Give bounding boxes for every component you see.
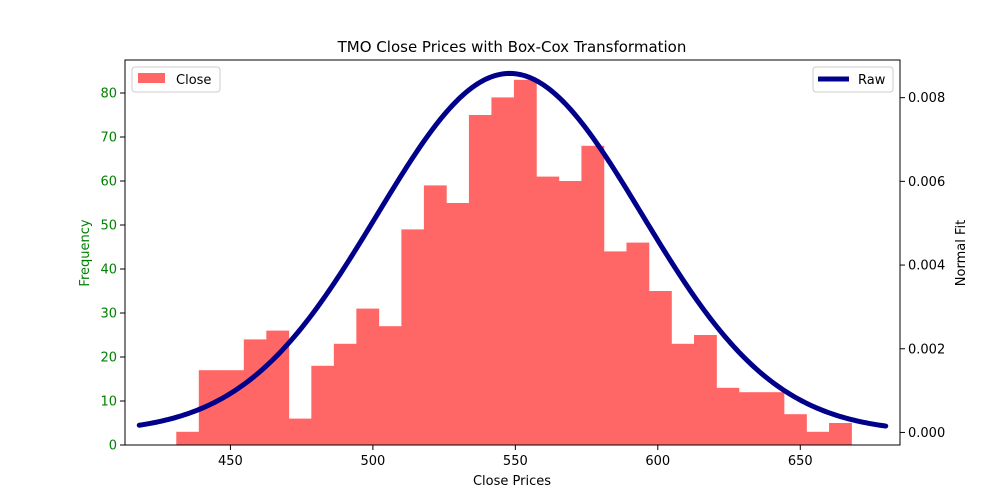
x-tick-label: 600	[645, 454, 670, 469]
y-right-tick-label: 0.002	[908, 342, 945, 357]
histogram-bar	[198, 370, 222, 445]
plot-frame	[124, 59, 901, 446]
y-axis-label-right: Normal Fit	[954, 220, 969, 286]
x-tick-label: 500	[360, 454, 385, 469]
y-right-tick-label: 0.006	[908, 175, 945, 190]
histogram-bar	[739, 392, 762, 445]
legend-close-swatch	[138, 73, 165, 83]
y-right-tick-label: 0.000	[908, 426, 945, 441]
histogram-bar	[288, 418, 312, 445]
histogram-bar	[671, 343, 695, 445]
histogram-bar	[221, 370, 245, 445]
y-right-tick-label: 0.008	[908, 91, 945, 106]
histogram-bar	[176, 431, 200, 445]
y-left-tick-label: 70	[100, 131, 117, 146]
histogram-bar	[468, 115, 492, 445]
normal-fit-line	[136, 70, 889, 429]
y-axis-label-left: Frequency	[78, 219, 93, 286]
y-left-tick-label: 60	[100, 175, 117, 190]
legend-close-label: Close	[176, 73, 211, 88]
histogram-bar	[311, 365, 335, 445]
histogram-bar	[356, 308, 380, 445]
histogram-bar	[716, 387, 740, 445]
legend-close: Close	[131, 66, 221, 93]
y-left-tick-label: 30	[100, 307, 117, 322]
histogram-bar	[784, 414, 807, 445]
legend-raw-label: Raw	[858, 73, 886, 88]
histogram-bar	[694, 335, 717, 445]
y-left-tick-label: 50	[100, 219, 117, 234]
histogram-bar	[761, 392, 785, 445]
histogram-bar	[603, 251, 627, 445]
histogram-bar	[558, 181, 582, 445]
histogram-bar	[806, 431, 830, 445]
y-left-tick-label: 0	[109, 439, 117, 454]
x-tick-label: 550	[503, 454, 528, 469]
y-left-tick-label: 40	[100, 263, 117, 278]
histogram-bar	[491, 97, 515, 446]
histogram-bar	[401, 229, 425, 445]
x-tick-label: 650	[788, 454, 813, 469]
y-right-tick-label: 0.004	[908, 259, 945, 274]
y-left-tick-label: 20	[100, 351, 117, 366]
histogram-bar	[423, 185, 447, 445]
chart-title: TMO Close Prices with Box-Cox Transforma…	[337, 38, 687, 56]
y-left-tick-label: 80	[100, 87, 117, 102]
histogram-bar	[446, 203, 470, 445]
legend-raw: Raw	[812, 66, 894, 93]
x-axis-label: Close Prices	[473, 474, 551, 489]
histogram-bar	[648, 291, 672, 445]
histogram-bar	[513, 79, 537, 446]
histogram-bar	[626, 242, 650, 445]
y-left-tick-label: 10	[100, 395, 117, 410]
histogram-bar	[243, 339, 267, 445]
x-tick-label: 450	[218, 454, 243, 469]
histogram-bar	[536, 176, 560, 445]
histogram-bar	[829, 423, 852, 445]
histogram-bar	[378, 326, 402, 445]
histogram-bar	[333, 343, 357, 445]
histogram-bar	[581, 145, 605, 446]
